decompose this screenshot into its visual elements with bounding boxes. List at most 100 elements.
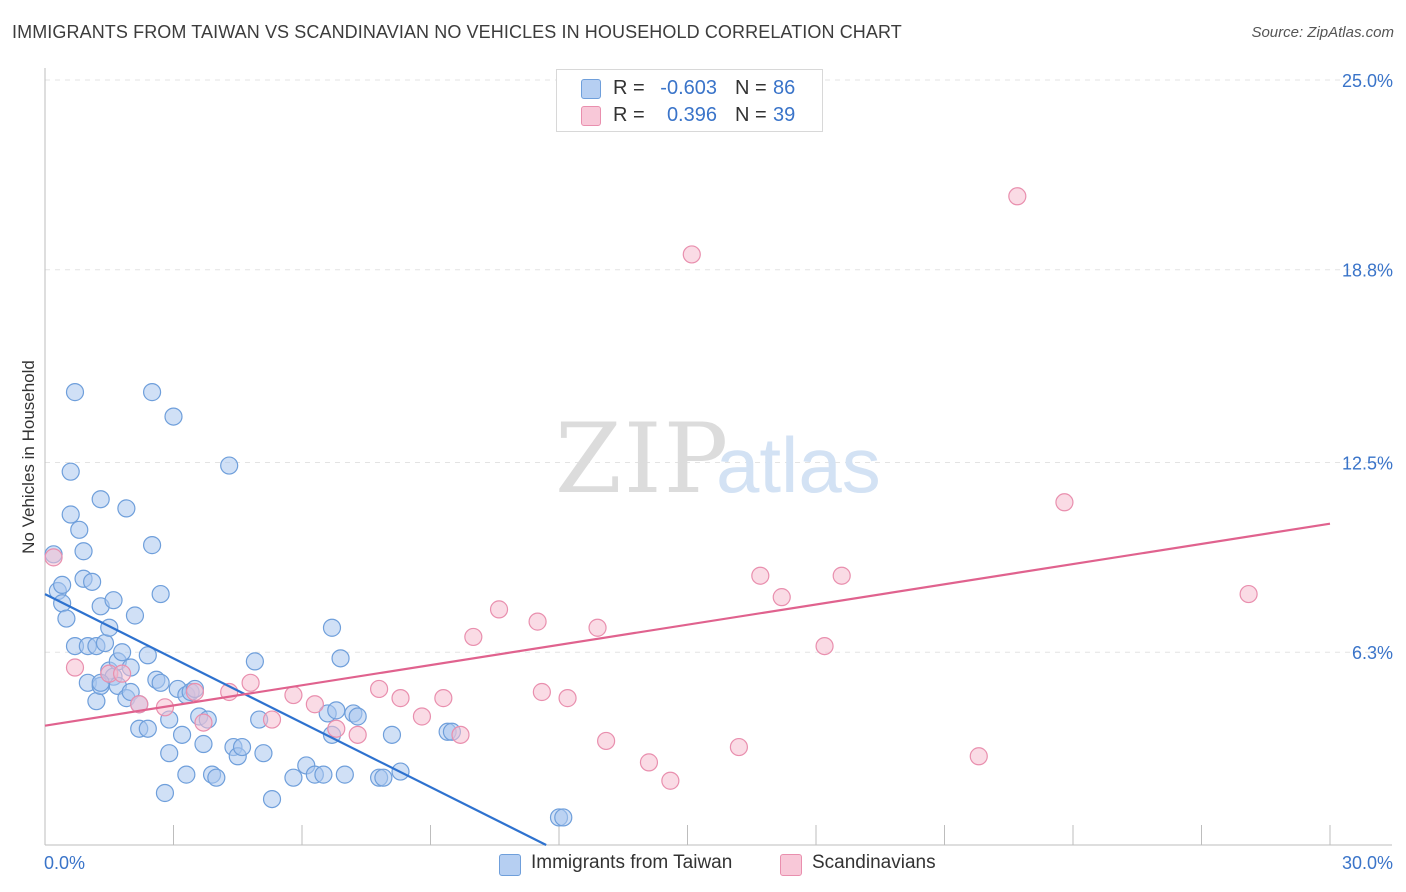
data-point-taiwan: [284, 768, 303, 787]
data-point-scandinavians: [815, 636, 834, 656]
data-point-taiwan: [172, 725, 192, 744]
data-point-scandinavians: [194, 713, 213, 732]
data-point-scandinavians: [370, 679, 389, 699]
y-tick-label: 18.8%: [1342, 261, 1393, 281]
data-point-taiwan: [61, 505, 80, 524]
data-point-scandinavians: [464, 627, 483, 647]
data-point-taiwan: [151, 584, 170, 604]
data-point-scandinavians: [391, 689, 410, 708]
x-tick-label: 0.0%: [44, 853, 85, 873]
data-point-scandinavians: [969, 747, 988, 766]
legend-r-value: 0.396: [666, 104, 717, 126]
data-point-taiwan: [254, 744, 273, 763]
data-point-scandinavians: [1008, 187, 1027, 206]
watermark-zip: ZIP: [555, 403, 730, 515]
data-point-taiwan: [348, 707, 367, 726]
y-tick-label: 6.3%: [1352, 643, 1393, 663]
data-point-taiwan: [65, 383, 85, 402]
data-point-scandinavians: [639, 753, 659, 772]
axes: [44, 68, 1392, 846]
data-point-scandinavians: [44, 548, 63, 567]
data-point-taiwan: [232, 737, 252, 757]
x-tick-label: 30.0%: [1342, 853, 1393, 873]
legend-row-taiwan: R = -0.603 N = 86: [557, 75, 822, 101]
data-point-scandinavians: [348, 725, 367, 744]
data-point-taiwan: [57, 609, 76, 628]
series-legend: Immigrants from Taiwan Scandinavians: [0, 852, 1406, 878]
data-point-scandinavians: [327, 719, 346, 738]
data-point-taiwan: [331, 649, 350, 668]
data-point-scandinavians: [185, 682, 205, 702]
tick-labels: 6.3% 12.5% 18.8% 25.0% 0.0% 30.0%: [44, 71, 1393, 873]
legend-row-scandinavians: R = 0.396 N = 39: [557, 102, 822, 128]
trend-line-taiwan: [44, 593, 547, 846]
data-point-taiwan: [100, 618, 119, 637]
data-point-taiwan: [138, 719, 157, 738]
data-point-scandinavians: [528, 612, 547, 631]
y-tick-label: 12.5%: [1342, 454, 1393, 474]
chart-title: IMMIGRANTS FROM TAIWAN VS SCANDINAVIAN N…: [12, 22, 902, 42]
data-point-scandinavians: [305, 695, 324, 714]
legend-r-label: R =: [613, 104, 645, 126]
data-point-scandinavians: [412, 707, 432, 726]
data-point-taiwan: [164, 407, 183, 426]
legend-swatch-scandinavians: [780, 854, 802, 876]
data-point-taiwan: [151, 673, 170, 692]
legend-n-value: 86: [773, 77, 796, 99]
legend-label-taiwan: Immigrants from Taiwan: [531, 852, 733, 873]
data-point-taiwan: [61, 462, 80, 481]
data-point-taiwan: [322, 618, 342, 637]
data-point-taiwan: [53, 575, 72, 595]
y-tick-label: 25.0%: [1342, 71, 1393, 91]
data-point-scandinavians: [451, 725, 470, 744]
data-point-scandinavians: [772, 588, 791, 607]
data-point-taiwan: [220, 456, 239, 475]
data-point-taiwan: [177, 765, 196, 784]
data-point-taiwan: [382, 725, 402, 744]
series-scandinavians: [44, 187, 1258, 790]
data-point-taiwan: [112, 643, 132, 662]
data-point-taiwan: [194, 734, 213, 754]
data-point-scandinavians: [1239, 584, 1258, 604]
data-point-taiwan: [142, 383, 162, 402]
data-point-taiwan: [155, 783, 175, 803]
data-point-scandinavians: [130, 695, 149, 714]
watermark-atlas: atlas: [716, 421, 881, 509]
trend-lines: [44, 522, 1331, 846]
data-point-scandinavians: [112, 664, 132, 683]
data-point-scandinavians: [65, 658, 85, 677]
data-point-scandinavians: [597, 731, 616, 751]
data-point-taiwan: [125, 606, 145, 625]
trend-line-scandinavians: [44, 522, 1331, 727]
data-point-scandinavians: [832, 566, 851, 585]
data-point-scandinavians: [682, 245, 701, 264]
legend-r-value: -0.603: [660, 77, 717, 99]
legend-n-label: N =: [735, 77, 767, 99]
data-point-taiwan: [70, 520, 89, 539]
data-point-scandinavians: [588, 618, 607, 637]
data-point-taiwan: [142, 536, 162, 555]
legend-swatch-taiwan: [581, 79, 601, 99]
data-point-taiwan: [207, 768, 226, 787]
data-point-taiwan: [245, 652, 264, 671]
data-point-taiwan: [335, 765, 354, 784]
y-axis-label: No Vehicles in Household: [19, 360, 38, 554]
data-point-scandinavians: [558, 689, 577, 708]
gridlines: [45, 79, 1390, 653]
data-point-scandinavians: [489, 600, 509, 619]
correlation-legend: R = -0.603 N = 86 R = 0.396 N = 39: [556, 69, 823, 132]
legend-r-label: R =: [613, 77, 645, 99]
data-point-taiwan: [327, 701, 346, 720]
legend-swatch-scandinavians: [581, 106, 601, 126]
data-point-scandinavians: [284, 685, 303, 705]
data-point-taiwan: [87, 692, 106, 711]
watermark: ZIP atlas: [555, 403, 881, 515]
data-point-scandinavians: [1055, 493, 1074, 512]
data-point-taiwan: [83, 572, 102, 591]
data-point-scandinavians: [729, 737, 749, 757]
series-immigrants-from-taiwan: [44, 383, 573, 827]
data-point-taiwan: [160, 744, 179, 763]
data-point-scandinavians: [751, 566, 770, 585]
data-point-scandinavians: [532, 682, 551, 702]
